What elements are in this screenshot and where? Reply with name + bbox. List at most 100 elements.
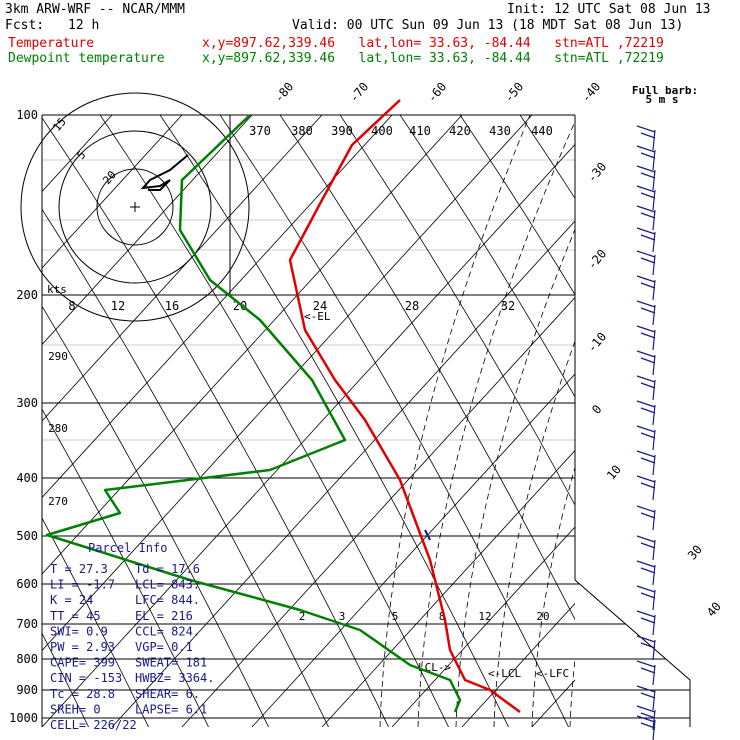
wind-barb xyxy=(640,172,656,179)
pressure-label-1000: 1000 xyxy=(9,711,38,725)
wind-barb xyxy=(636,400,656,408)
dewpoint-legend: Dewpoint temperature xyxy=(8,51,165,66)
wind-barb xyxy=(636,325,656,333)
wind-barb xyxy=(652,169,656,191)
barb-legend-title: Full barb: xyxy=(632,84,698,97)
wind-barb xyxy=(640,192,656,199)
wind-barb xyxy=(636,610,656,618)
wind-barb xyxy=(636,205,656,213)
wind-barb xyxy=(636,250,656,258)
wind-barb xyxy=(636,125,656,133)
pressure-label-900: 900 xyxy=(16,683,38,697)
isotherm-label--30: -30 xyxy=(585,160,610,186)
wind-barb xyxy=(652,589,656,611)
wind-speed-label-12: 12 xyxy=(111,299,125,313)
wind-barb xyxy=(640,234,656,241)
pressure-label-500: 500 xyxy=(16,529,38,543)
wind-barb xyxy=(636,705,656,713)
wind-barb xyxy=(652,664,656,686)
isotherm-label--10: -10 xyxy=(585,330,610,356)
isotherm-label-40: 40 xyxy=(704,599,724,619)
pressure-label-200: 200 xyxy=(16,288,38,302)
wind-barb xyxy=(636,475,656,483)
wind-speed-label-28: 28 xyxy=(405,299,419,313)
el-marker: <-EL xyxy=(304,310,331,323)
wind-barb xyxy=(640,542,656,549)
hodograph-ring xyxy=(96,168,174,246)
wind-barb xyxy=(636,375,656,383)
wind-barb xyxy=(636,715,656,723)
parcel-info-right-value: SWEAT= 181 xyxy=(135,656,207,670)
wind-barb xyxy=(640,567,656,574)
wind-barb xyxy=(640,667,656,674)
wind-barb xyxy=(652,689,656,711)
init-time: Init: 12 UTC Sat 08 Jun 13 xyxy=(507,2,711,17)
isotherm-label--60: -60 xyxy=(425,80,450,106)
hodograph-trace xyxy=(140,154,189,191)
isotherm-label--40: -40 xyxy=(579,80,604,106)
theta-label-390: 390 xyxy=(331,124,353,138)
wind-barb xyxy=(636,165,656,173)
parcel-info-left-value: LI = -1.7 xyxy=(50,578,115,592)
parcel-info-left-value: CIN = -153 xyxy=(50,671,122,685)
parcel-info-right-value: EL = 216 xyxy=(135,609,193,623)
wind-barb xyxy=(652,564,656,586)
mixing-ratio-label-3: 3 xyxy=(339,610,346,623)
wind-barb xyxy=(652,354,656,376)
parcel-info-right-value: Td = 17.6 xyxy=(135,562,200,576)
isotherm-label--80: -80 xyxy=(272,80,297,106)
wind-barb xyxy=(636,145,656,153)
isotherm-label--70: -70 xyxy=(347,80,372,106)
wind-barb xyxy=(636,350,656,358)
wind-barb xyxy=(652,719,656,740)
parcel-info-title: Parcel Info xyxy=(88,541,167,555)
forecast-label: Fcst: xyxy=(5,18,45,33)
wind-barbs xyxy=(636,125,656,740)
theta-left-label-280: 280 xyxy=(48,422,68,435)
parcel-info-right-value: VGP= 0.1 xyxy=(135,640,193,654)
wind-barb xyxy=(640,692,656,699)
wind-barb xyxy=(640,512,656,519)
wind-speed-label-16: 16 xyxy=(165,299,179,313)
wind-barb xyxy=(640,432,656,439)
wind-barb xyxy=(636,300,656,308)
lcl-marker-left: LCL-> xyxy=(418,661,451,674)
wind-barb xyxy=(640,257,656,264)
theta-left-label-290: 290 xyxy=(48,350,68,363)
hodograph-ring xyxy=(58,130,212,284)
pressure-label-300: 300 xyxy=(16,396,38,410)
wind-barb xyxy=(652,614,656,636)
parcel-info-left-value: CAPE= 399 xyxy=(50,656,115,670)
wind-barb xyxy=(652,129,656,151)
wind-barb xyxy=(652,429,656,451)
isotherm-label-30: 30 xyxy=(685,542,705,562)
wind-barb xyxy=(636,275,656,283)
wind-barb xyxy=(652,379,656,401)
pressure-label-600: 600 xyxy=(16,577,38,591)
parcel-info-left-value: TT = 45 xyxy=(50,609,101,623)
wind-barb xyxy=(652,709,656,731)
wind-barb xyxy=(652,454,656,476)
wind-barb xyxy=(640,212,656,219)
theta-label-400: 400 xyxy=(371,124,393,138)
wind-barb xyxy=(636,185,656,193)
wind-barb xyxy=(640,592,656,599)
parcel-info-left-value: CELL= 226/22 xyxy=(50,718,137,732)
parcel-info-right-value: CCL= 824. xyxy=(135,624,200,638)
parcel-info-right-value: LFC= 844. xyxy=(135,593,200,607)
parcel-info-left-value: SWI= 0.9 xyxy=(50,624,108,638)
wind-barb xyxy=(652,149,656,171)
valid-time: Valid: 00 UTC Sun 09 Jun 13 (18 MDT Sat … xyxy=(292,18,684,33)
wind-barb xyxy=(636,227,656,235)
wind-barb xyxy=(640,407,656,414)
wind-barb xyxy=(640,132,656,139)
wind-barb xyxy=(652,404,656,426)
temperature-line xyxy=(288,99,521,714)
wind-barb xyxy=(640,152,656,159)
wind-barb xyxy=(640,357,656,364)
pressure-label-400: 400 xyxy=(16,471,38,485)
parcel-info-left-value: Tc = 28.8 xyxy=(50,687,115,701)
wind-speed-label-8: 8 xyxy=(68,299,75,313)
wind-barb xyxy=(640,642,656,649)
